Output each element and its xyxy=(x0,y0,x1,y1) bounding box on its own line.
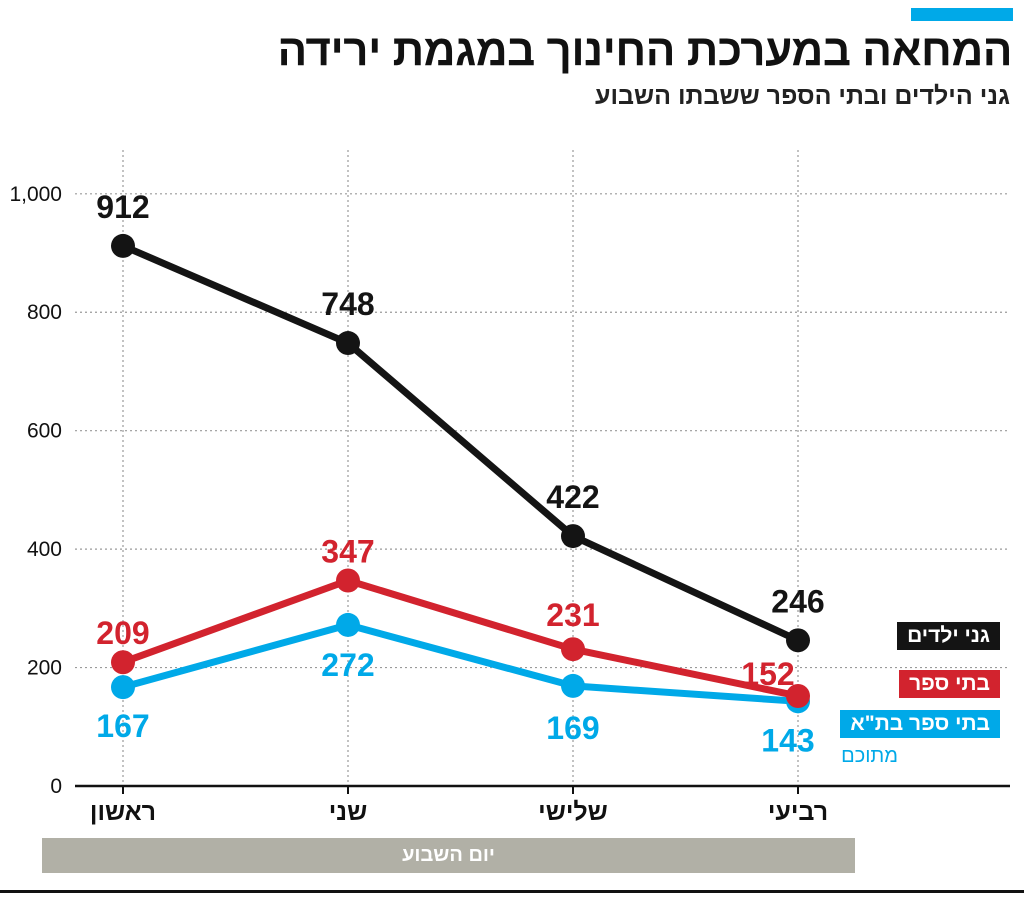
data-label: 272 xyxy=(321,647,374,683)
data-point xyxy=(561,673,585,698)
data-point xyxy=(786,628,810,653)
data-point xyxy=(561,524,585,549)
accent-bar xyxy=(911,8,1013,21)
chart-title: המחאה במערכת החינוך במגמת ירידה xyxy=(277,26,1012,75)
data-point xyxy=(336,568,360,593)
data-point xyxy=(786,683,810,708)
y-tick-label: 200 xyxy=(27,657,62,680)
data-label: 167 xyxy=(96,708,149,744)
y-tick-label: 1,000 xyxy=(9,183,62,206)
data-label: 209 xyxy=(96,615,149,651)
bottom-rule xyxy=(0,890,1024,893)
series-line-2 xyxy=(119,621,802,705)
grid xyxy=(75,150,1010,786)
x-tick-label: רביעי xyxy=(768,798,828,826)
chart-subtitle: גני הילדים ובתי הספר ששבתו השבוע xyxy=(595,82,1010,110)
data-labels-layer: 912 748 422 246 209 347 231 152 167 272 169 143 xyxy=(96,189,824,758)
x-axis: ראשון שני שלישי רביעי xyxy=(75,784,1010,826)
data-point xyxy=(336,331,360,356)
x-tick-label: שלישי xyxy=(538,798,608,826)
series-layer xyxy=(111,233,810,714)
data-label: 912 xyxy=(96,189,149,225)
y-tick-label: 600 xyxy=(27,420,62,443)
data-point xyxy=(111,233,135,258)
data-point xyxy=(336,612,360,637)
x-tick-label: ראשון xyxy=(90,798,156,826)
x-tick-label: שני xyxy=(329,798,367,826)
y-axis: 0 200 400 600 800 1,000 xyxy=(9,183,62,798)
x-axis-title: יום השבוע xyxy=(42,838,855,873)
data-label: 152 xyxy=(741,656,794,692)
series-line-1 xyxy=(119,577,802,700)
data-label: 347 xyxy=(321,534,374,570)
data-label: 169 xyxy=(546,710,599,746)
data-label: 246 xyxy=(771,583,824,619)
y-tick-label: 400 xyxy=(27,538,62,561)
legend-item-black: גני ילדים xyxy=(897,622,1000,650)
data-label: 422 xyxy=(546,479,599,515)
data-label: 231 xyxy=(546,597,599,633)
legend-note: מתוכם xyxy=(841,745,898,767)
data-label: 748 xyxy=(321,286,374,322)
legend-item-blue: בתי ספר בת"א xyxy=(840,710,1000,738)
legend-item-red: בתי ספר xyxy=(899,670,1000,698)
data-label: 143 xyxy=(761,722,814,758)
data-point xyxy=(111,650,135,675)
series-line-0 xyxy=(119,242,802,644)
data-point xyxy=(111,675,135,700)
y-tick-label: 0 xyxy=(50,775,62,798)
y-tick-label: 800 xyxy=(27,301,62,324)
data-point xyxy=(561,637,585,662)
